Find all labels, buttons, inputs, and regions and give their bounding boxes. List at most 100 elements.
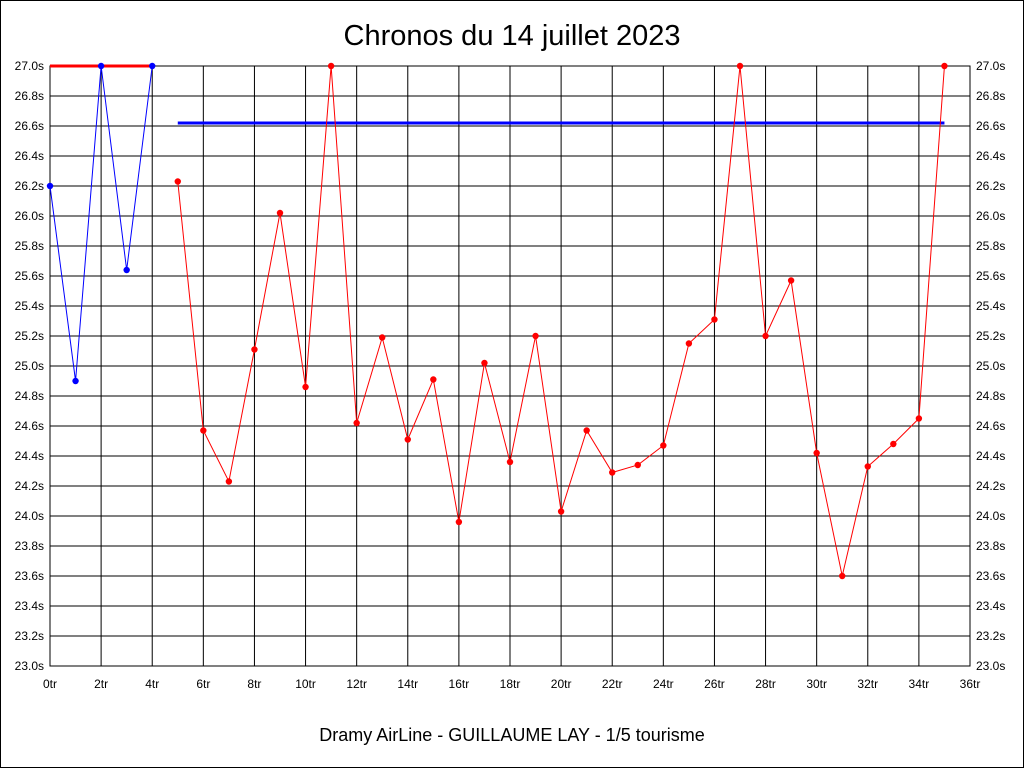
reference-lines	[50, 64, 945, 125]
y-tick-label-left: 23.2s	[15, 629, 44, 643]
y-tick-label-left: 23.0s	[15, 659, 44, 673]
data-points	[46, 62, 948, 580]
x-tick-label: 20tr	[551, 677, 572, 691]
chart-title: Chronos du 14 juillet 2023	[344, 20, 681, 52]
data-point	[123, 266, 130, 274]
y-tick-label-right: 23.4s	[976, 599, 1005, 613]
y-tick-label-left: 25.0s	[15, 359, 44, 373]
y-tick-label-right: 24.0s	[976, 509, 1005, 523]
y-tick-label-left: 25.2s	[15, 329, 44, 343]
y-tick-label-right: 23.8s	[976, 539, 1005, 553]
y-tick-label-right: 26.2s	[976, 179, 1005, 193]
data-point	[353, 419, 360, 427]
x-tick-label: 4tr	[145, 677, 159, 691]
y-tick-label-right: 25.2s	[976, 329, 1005, 343]
y-tick-label-right: 24.8s	[976, 389, 1005, 403]
x-tick-label: 36tr	[960, 677, 981, 691]
data-point	[379, 334, 386, 341]
data-point	[634, 461, 641, 469]
chart-footer: Dramy AirLine - GUILLAUME LAY - 1/5 tour…	[319, 725, 704, 745]
data-point	[251, 346, 258, 353]
y-tick-label-left: 26.4s	[15, 149, 44, 163]
data-point	[149, 62, 156, 70]
x-tick-label: 30tr	[806, 677, 827, 691]
y-tick-label-right: 26.4s	[976, 149, 1005, 163]
y-tick-label-right: 25.6s	[976, 269, 1005, 283]
data-point	[327, 62, 335, 70]
x-tick-label: 2tr	[94, 677, 108, 691]
x-tick-label: 18tr	[500, 677, 521, 691]
y-tick-label-right: 26.6s	[976, 119, 1005, 133]
y-tick-label-left: 26.2s	[15, 179, 44, 193]
data-point	[557, 508, 565, 515]
y-tick-label-right: 24.4s	[976, 449, 1005, 463]
data-point	[302, 383, 309, 391]
x-tick-label: 0tr	[43, 677, 57, 691]
data-point	[46, 182, 54, 190]
x-tick-label: 28tr	[755, 677, 776, 691]
data-point	[583, 427, 590, 434]
y-tick-label-right: 27.0s	[976, 59, 1005, 73]
data-point	[787, 277, 795, 284]
data-point	[174, 178, 181, 185]
x-tick-label: 10tr	[295, 677, 316, 691]
data-point	[736, 62, 744, 70]
data-point	[430, 376, 437, 383]
data-point	[685, 340, 693, 347]
data-point	[609, 469, 616, 476]
y-tick-label-left: 24.0s	[15, 509, 44, 523]
y-axis-left-ticks: 23.0s 23.2s 23.4s 23.6s 23.8s 24.0s 24.2s 24.4s…	[15, 59, 44, 673]
data-point	[72, 377, 79, 385]
y-tick-label-right: 24.6s	[976, 419, 1005, 433]
x-tick-label: 16tr	[449, 677, 470, 691]
y-tick-label-left: 27.0s	[15, 59, 44, 73]
y-tick-label-left: 24.6s	[15, 419, 44, 433]
y-tick-label-left: 26.8s	[15, 89, 44, 103]
x-tick-label: 14tr	[397, 677, 418, 691]
y-tick-label-right: 26.0s	[976, 209, 1005, 223]
x-tick-label: 32tr	[857, 677, 878, 691]
x-tick-label: 8tr	[247, 677, 261, 691]
plot-area-border	[49, 65, 971, 667]
y-tick-label-left: 23.6s	[15, 569, 44, 583]
data-point	[506, 458, 514, 466]
y-tick-label-left: 25.4s	[15, 299, 44, 313]
y-tick-label-left: 23.4s	[15, 599, 44, 613]
x-tick-label: 12tr	[346, 677, 367, 691]
x-axis-ticks: 0tr 2tr 4tr 6tr 8tr 10tr 12tr 14tr 16tr 18tr 20tr 2…	[43, 677, 980, 691]
y-tick-label-right: 23.0s	[976, 659, 1005, 673]
y-tick-label-left: 23.8s	[15, 539, 44, 553]
x-tick-label: 24tr	[653, 677, 674, 691]
y-tick-label-left: 24.8s	[15, 389, 44, 403]
data-point	[864, 463, 871, 470]
x-tick-label: 22tr	[602, 677, 623, 691]
y-tick-label-left: 24.2s	[15, 479, 44, 493]
y-tick-label-right: 23.6s	[976, 569, 1005, 583]
y-axis-right-ticks: 23.0s 23.2s 23.4s 23.6s 23.8s 24.0s 24.2s 24.4s…	[976, 59, 1005, 673]
data-point	[276, 209, 284, 217]
y-tick-label-left: 25.6s	[15, 269, 44, 283]
y-tick-label-left: 26.6s	[15, 119, 44, 133]
data-point	[200, 427, 207, 434]
data-point	[813, 449, 820, 457]
y-tick-label-left: 25.8s	[15, 239, 44, 253]
data-point	[225, 478, 233, 485]
y-tick-label-right: 26.8s	[976, 89, 1005, 103]
data-point	[455, 518, 463, 526]
data-point	[660, 442, 667, 449]
x-tick-label: 34tr	[909, 677, 930, 691]
data-point	[839, 572, 846, 580]
y-tick-label-right: 25.8s	[976, 239, 1005, 253]
y-tick-label-left: 26.0s	[15, 209, 44, 223]
data-point	[97, 62, 105, 70]
y-tick-label-right: 24.2s	[976, 479, 1005, 493]
y-tick-label-right: 23.2s	[976, 629, 1005, 643]
x-tick-label: 26tr	[704, 677, 725, 691]
data-point	[711, 316, 718, 323]
data-point	[941, 62, 948, 70]
y-tick-label-left: 24.4s	[15, 449, 44, 463]
data-point	[404, 436, 411, 443]
data-point	[762, 332, 769, 340]
y-tick-label-right: 25.4s	[976, 299, 1005, 313]
